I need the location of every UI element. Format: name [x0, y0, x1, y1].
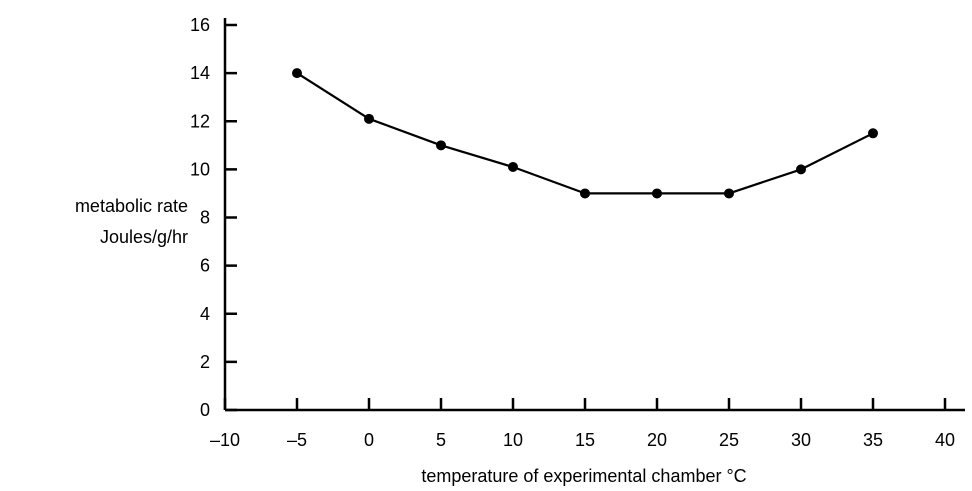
y-tick-label: 14: [190, 63, 210, 83]
y-tick-label: 6: [200, 256, 210, 276]
x-axis-label: temperature of experimental chamber °C: [421, 466, 746, 486]
y-ticks: 0 2 4 6 8 10 12 14 16: [190, 15, 237, 420]
x-tick-label: 5: [436, 430, 446, 450]
x-tick-label: 40: [935, 430, 955, 450]
x-tick-label: 10: [503, 430, 523, 450]
series-line: [296, 72, 874, 195]
data-point: [292, 68, 302, 79]
y-tick-label: 4: [200, 304, 210, 324]
x-tick-label: 15: [575, 430, 595, 450]
x-tick-label: –10: [210, 430, 240, 450]
axes: [223, 18, 965, 412]
y-tick-label: 16: [190, 15, 210, 35]
x-tick-label: –5: [287, 430, 307, 450]
data-point: [868, 128, 878, 139]
x-tick-label: 20: [647, 430, 667, 450]
y-axis-label-line-1: metabolic rate: [75, 196, 188, 216]
x-tick-label: 30: [791, 430, 811, 450]
data-point: [508, 161, 518, 172]
data-point: [724, 188, 734, 199]
y-tick-label: 10: [190, 159, 210, 179]
x-tick-label: 35: [863, 430, 883, 450]
y-tick-label: 2: [200, 352, 210, 372]
data-point: [436, 140, 446, 151]
data-point: [364, 113, 374, 124]
data-point: [796, 164, 806, 175]
data-point: [580, 188, 590, 199]
y-axis-label-line-2: Joules/g/hr: [100, 227, 188, 247]
x-tick-label: 0: [364, 430, 374, 450]
data-point: [652, 188, 662, 199]
series-group: [292, 68, 878, 199]
y-tick-label: 12: [190, 111, 210, 131]
x-ticks: –10 –5 0 5 10 15 20 25 30 35 40: [210, 398, 955, 450]
y-tick-label: 8: [200, 208, 210, 228]
x-tick-label: 25: [719, 430, 739, 450]
y-tick-label: 0: [200, 400, 210, 420]
